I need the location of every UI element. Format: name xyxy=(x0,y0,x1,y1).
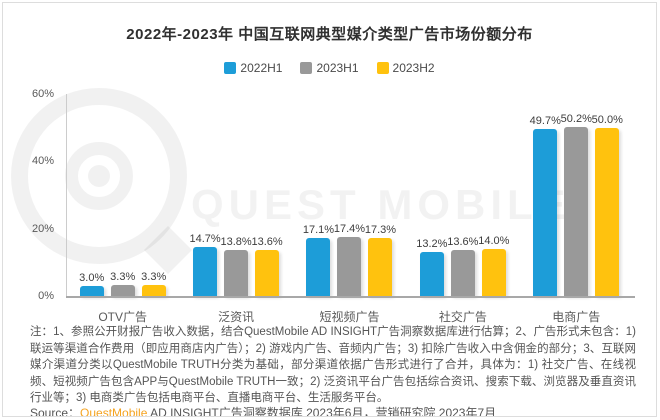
chart-title: 2022年-2023年 中国互联网典型媒介类型广告市场份额分布 xyxy=(126,26,533,43)
bar-2023h1 xyxy=(450,250,475,296)
bar-2023h2 xyxy=(368,237,393,296)
y-axis-line xyxy=(66,94,67,296)
bar-value-label: 3.3% xyxy=(110,270,136,283)
source-line: Source：QuestMobile AD INSIGHT广告洞察数据库 202… xyxy=(30,404,497,417)
bar-column: 17.3% xyxy=(365,94,396,296)
bar-column: 17.4% xyxy=(334,94,365,296)
bar-group: 3.0% 3.3% 3.3% OTV广告 xyxy=(79,94,167,325)
bar-column: 13.6% xyxy=(447,94,478,296)
y-tick-label: 40% xyxy=(31,155,54,168)
bar-value-label: 13.6% xyxy=(447,236,479,249)
bar-column: 50.2% xyxy=(561,94,592,296)
bar-group: 14.7% 13.8% 13.6% 泛资讯 xyxy=(189,94,283,325)
y-tick-label: 20% xyxy=(31,222,54,235)
x-axis-line xyxy=(66,296,635,298)
category-label: 电商广告 xyxy=(552,310,601,324)
bar-2023h2 xyxy=(141,284,166,296)
bar-2022h1 xyxy=(79,285,104,296)
source-prefix: Source： xyxy=(30,406,81,417)
y-tick-label: 60% xyxy=(31,88,54,100)
bar-value-label: 17.1% xyxy=(302,224,335,237)
y-tick-label: 0% xyxy=(38,290,54,302)
bar-column: 13.6% xyxy=(251,94,283,296)
bar-value-label: 50.2% xyxy=(560,113,592,125)
bar-value-label: 13.8% xyxy=(220,235,252,248)
bar-value-label: 13.2% xyxy=(416,237,448,250)
plot-area: 3.0% 3.3% 3.3% OTV广告 14.7% 13.8% 13.6% 泛资讯 17.1%… xyxy=(66,94,633,325)
category-label: 社交广告 xyxy=(438,310,487,324)
bars-row: 13.2% 13.6% 14.0% xyxy=(416,94,509,296)
bar-group: 13.2% 13.6% 14.0% 社交广告 xyxy=(416,94,509,325)
bar-2023h2 xyxy=(255,250,280,296)
bar-value-label: 13.6% xyxy=(251,236,283,249)
category-label: OTV广告 xyxy=(98,310,148,324)
bar-value-label: 3.0% xyxy=(79,271,105,284)
bars-row: 14.7% 13.8% 13.6% xyxy=(189,94,283,296)
legend-item-2023h2: 2023H2 xyxy=(376,61,435,75)
bar-column: 14.0% xyxy=(478,94,509,296)
legend-label: 2023H2 xyxy=(392,61,435,75)
bar-column: 49.7% xyxy=(530,94,561,296)
bar-2023h2 xyxy=(481,248,506,296)
legend-label: 2022H1 xyxy=(240,61,283,75)
bar-2023h1 xyxy=(224,249,249,296)
category-label: 短视频广告 xyxy=(319,310,380,324)
bar-value-label: 49.7% xyxy=(529,114,561,127)
bar-column: 50.0% xyxy=(592,94,623,296)
bar-2022h1 xyxy=(533,128,558,296)
bar-column: 17.1% xyxy=(303,94,334,296)
bar-group: 49.7% 50.2% 50.0% 电商广告 xyxy=(530,94,623,325)
legend-swatch-icon xyxy=(300,62,313,74)
bar-column: 3.3% xyxy=(110,94,136,296)
bar-2023h1 xyxy=(337,237,362,296)
source-rest: AD INSIGHT广告洞察数据库 2023年6月，营销研究院 2023年7月 xyxy=(147,406,497,417)
bar-value-label: 17.3% xyxy=(364,223,397,236)
bars-row: 3.0% 3.3% 3.3% xyxy=(79,94,167,296)
legend-label: 2023H1 xyxy=(316,61,359,75)
bar-2023h2 xyxy=(595,127,620,296)
source-brand: QuestMobile xyxy=(80,406,148,417)
legend: 2022H1 2023H1 2023H2 xyxy=(3,61,656,75)
footnotes: 注：1、参照公开财报广告收入数据，结合QuestMobile AD INSIGH… xyxy=(30,326,636,404)
bar-group: 17.1% 17.4% 17.3% 短视频广告 xyxy=(303,94,396,325)
bar-2022h1 xyxy=(193,246,218,296)
bar-column: 3.3% xyxy=(141,94,167,296)
category-label: 泛资讯 xyxy=(218,310,255,324)
bar-value-label: 3.3% xyxy=(141,270,167,283)
bars-row: 49.7% 50.2% 50.0% xyxy=(530,94,623,296)
bar-column: 13.8% xyxy=(220,94,252,296)
bar-column: 14.7% xyxy=(189,94,221,296)
bar-value-label: 50.0% xyxy=(591,113,623,126)
legend-item-2022h1: 2022H1 xyxy=(224,61,282,75)
bars-row: 17.1% 17.4% 17.3% xyxy=(303,94,396,296)
bar-value-label: 17.4% xyxy=(333,223,366,236)
bar-column: 3.0% xyxy=(79,94,105,296)
bar-column: 13.2% xyxy=(416,94,447,296)
legend-swatch-icon xyxy=(224,62,237,74)
bar-2023h1 xyxy=(564,127,589,296)
bar-2022h1 xyxy=(306,238,331,296)
bar-value-label: 14.0% xyxy=(478,234,510,247)
bar-2023h1 xyxy=(110,284,135,296)
bar-value-label: 14.7% xyxy=(189,232,221,245)
bar-2022h1 xyxy=(419,251,444,296)
legend-swatch-icon xyxy=(376,62,389,74)
legend-item-2023h1: 2023H1 xyxy=(300,61,359,75)
